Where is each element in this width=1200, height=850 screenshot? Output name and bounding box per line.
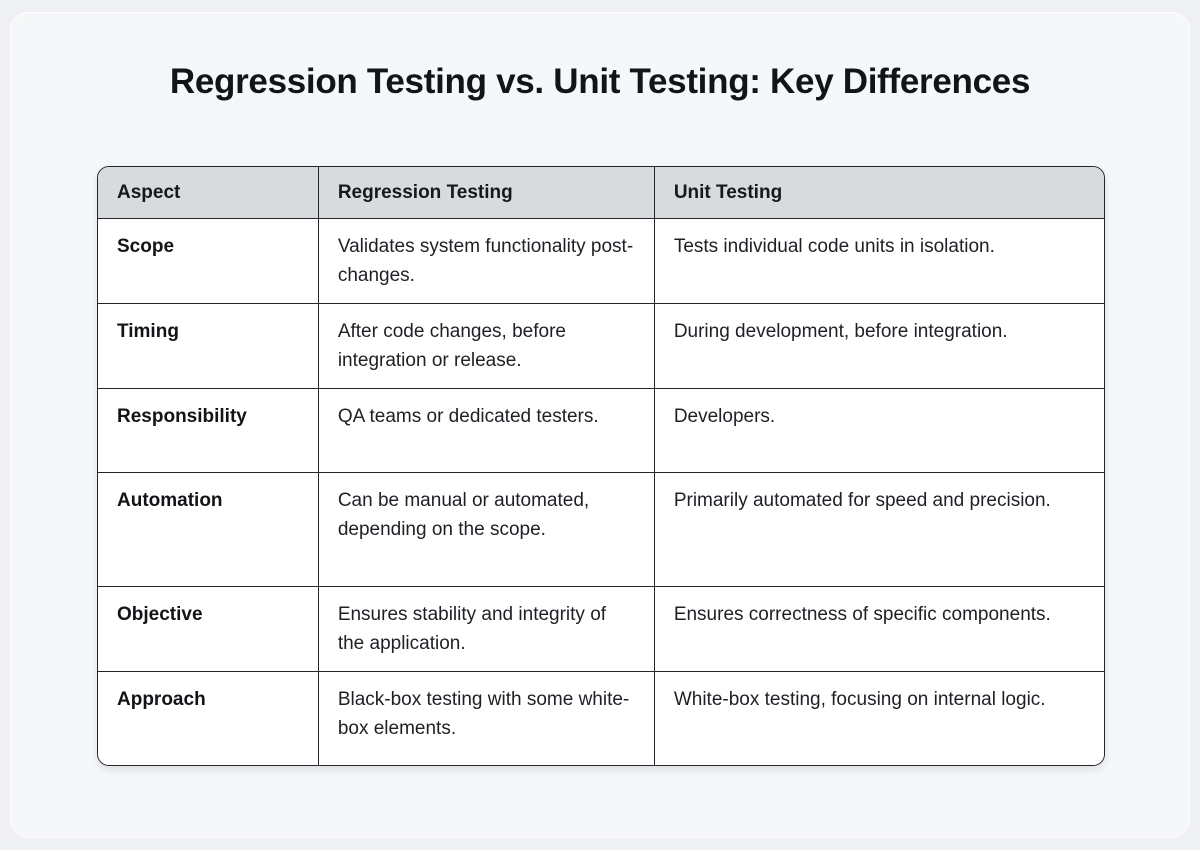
aspect-label: Approach xyxy=(98,671,319,765)
aspect-label: Responsibility xyxy=(98,388,319,473)
header-cell-regression: Regression Testing xyxy=(317,167,655,219)
table-row-responsibility: Responsibility QA teams or dedicated tes… xyxy=(98,388,1104,473)
aspect-label: Objective xyxy=(98,586,319,672)
comparison-table: Aspect Regression Testing Unit Testing S… xyxy=(98,167,1104,765)
header-cell-aspect: Aspect xyxy=(98,167,319,219)
table-row-automation: Automation Can be manual or automated, d… xyxy=(98,472,1104,587)
table-header: Aspect Regression Testing Unit Testing xyxy=(98,167,1104,219)
table-row-scope: Scope Validates system functionality pos… xyxy=(98,218,1104,304)
regression-cell: Validates system functionality post-chan… xyxy=(317,218,655,304)
regression-cell: QA teams or dedicated testers. xyxy=(317,388,655,473)
regression-cell: Ensures stability and integrity of the a… xyxy=(317,586,655,672)
table-body: Scope Validates system functionality pos… xyxy=(98,218,1104,765)
table-row-timing: Timing After code changes, before integr… xyxy=(98,303,1104,389)
header-row: Aspect Regression Testing Unit Testing xyxy=(98,167,1104,219)
table-row-objective: Objective Ensures stability and integrit… xyxy=(98,586,1104,672)
aspect-label: Scope xyxy=(98,218,319,304)
header-cell-unit: Unit Testing xyxy=(653,167,1104,219)
unit-cell: Ensures correctness of specific componen… xyxy=(653,586,1104,672)
unit-cell: During development, before integration. xyxy=(653,303,1104,389)
aspect-label: Timing xyxy=(98,303,319,389)
page-title: Regression Testing vs. Unit Testing: Key… xyxy=(169,62,1031,101)
regression-cell: Black-box testing with some white-box el… xyxy=(317,671,655,765)
unit-cell: White-box testing, focusing on internal … xyxy=(653,671,1104,765)
table-row-approach: Approach Black-box testing with some whi… xyxy=(98,671,1104,765)
comparison-table-container: Aspect Regression Testing Unit Testing S… xyxy=(97,166,1105,766)
aspect-label: Automation xyxy=(98,472,319,587)
regression-cell: Can be manual or automated, depending on… xyxy=(317,472,655,587)
unit-cell: Primarily automated for speed and precis… xyxy=(653,472,1104,587)
regression-cell: After code changes, before integration o… xyxy=(317,303,655,389)
unit-cell: Developers. xyxy=(653,388,1104,473)
unit-cell: Tests individual code units in isolation… xyxy=(653,218,1104,304)
